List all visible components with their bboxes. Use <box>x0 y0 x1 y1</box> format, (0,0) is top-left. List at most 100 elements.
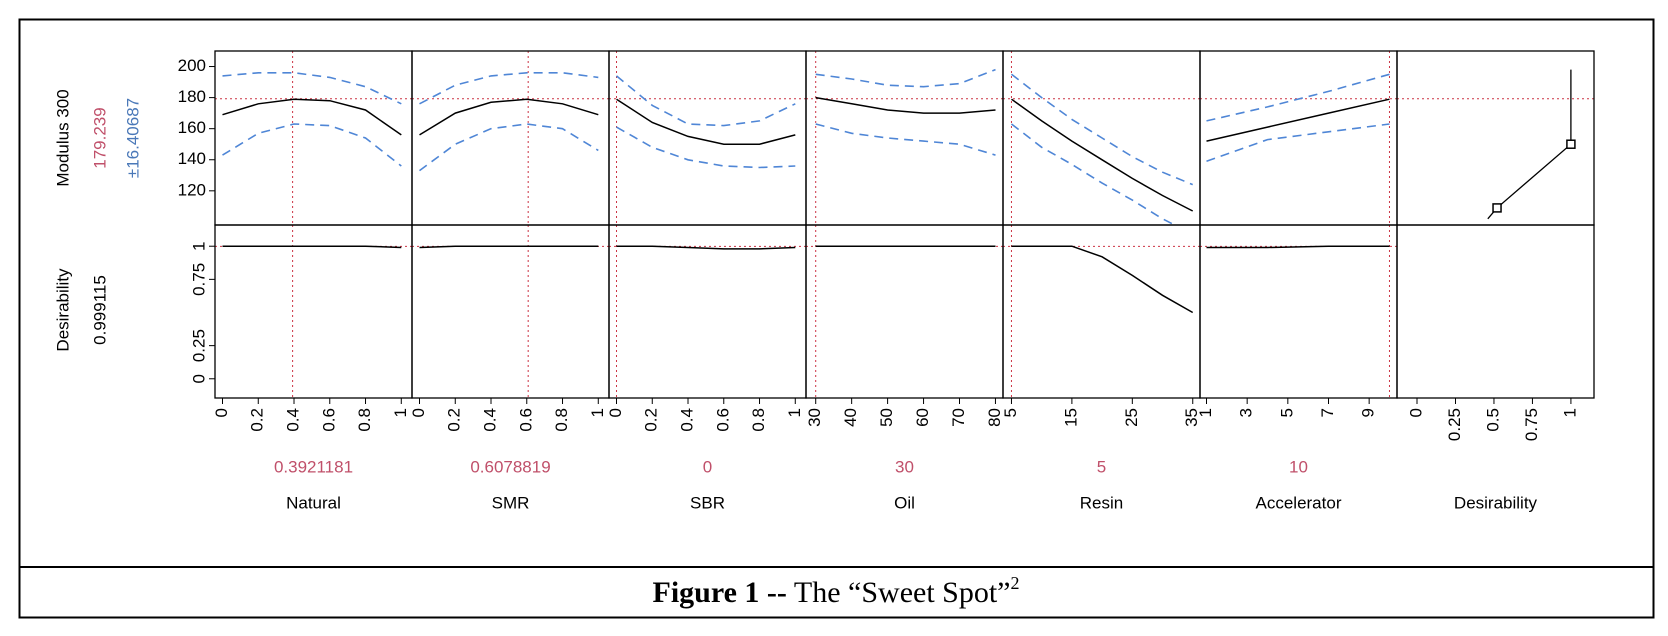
panel-frame <box>608 50 807 226</box>
x-tick-label: 0.6 <box>319 408 338 432</box>
panel-top <box>1200 51 1397 225</box>
x-tick-label: 0.6 <box>713 408 732 432</box>
factor-name: Resin <box>1080 493 1123 512</box>
x-tick-label: 60 <box>913 408 932 427</box>
panel-frame <box>608 224 807 399</box>
x-tick-label: 25 <box>1122 408 1141 427</box>
response-current: 179.239 <box>90 107 109 168</box>
factor-name: Oil <box>894 493 915 512</box>
confidence-band <box>616 126 796 169</box>
response-curve <box>616 98 796 145</box>
x-tick-label: 1 <box>1196 408 1215 417</box>
x-tick-label: 0.4 <box>480 408 499 432</box>
x-tick-label: 0.75 <box>1522 408 1541 441</box>
response-interval: ±16.40687 <box>123 98 142 178</box>
x-tick-label: 5 <box>1277 408 1296 417</box>
x-tick-label: 0 <box>1406 408 1425 417</box>
confidence-band <box>222 123 402 167</box>
confidence-band <box>815 68 996 88</box>
panel-top <box>215 51 412 225</box>
x-tick-label: 0 <box>606 408 625 417</box>
panel-frame <box>1396 224 1595 399</box>
x-tick-label: 7 <box>1318 408 1337 417</box>
y-tick-label: 180 <box>178 87 206 106</box>
x-tick-label: 0.5 <box>1483 408 1502 432</box>
factor-current: 0.3921181 <box>274 457 353 476</box>
desirability-curve <box>419 245 599 249</box>
panel-bottom <box>412 225 609 398</box>
response-curve <box>1011 98 1194 212</box>
figure-frame <box>18 18 1655 619</box>
panel-frame <box>214 224 413 399</box>
y-tick-label: 200 <box>178 56 206 75</box>
x-tick-label: 0 <box>212 408 231 417</box>
x-tick-label: 1 <box>785 408 804 417</box>
panel-frame <box>1002 224 1201 399</box>
x-tick-label: 0.25 <box>1445 408 1464 441</box>
factor-current: 10 <box>1289 457 1308 476</box>
desirability-curve <box>1206 245 1390 249</box>
panel-frame <box>1199 224 1398 399</box>
x-tick-label: 0.4 <box>283 408 302 432</box>
factor-name: Desirability <box>1454 493 1538 512</box>
panel-frame <box>411 224 610 399</box>
x-tick-label: 80 <box>985 408 1004 427</box>
confidence-band <box>419 72 599 105</box>
panel-top <box>806 51 1003 225</box>
x-tick-label: 0.2 <box>248 408 267 432</box>
x-tick-label: 1 <box>588 408 607 417</box>
y-tick-label: 0 <box>189 374 208 383</box>
confidence-band <box>815 123 996 156</box>
factor-name: Natural <box>286 493 341 512</box>
x-tick-label: 0.8 <box>355 408 374 432</box>
panel-bottom <box>609 225 806 398</box>
x-tick-label: 1 <box>391 408 410 417</box>
x-tick-label: 9 <box>1359 408 1378 417</box>
factor-name: SBR <box>690 493 725 512</box>
y-tick-label: 160 <box>178 118 206 137</box>
desirability-handle <box>1492 203 1502 213</box>
desirability-function <box>1487 69 1572 220</box>
panel-bottom <box>215 225 412 398</box>
panel-bottom <box>806 225 1003 398</box>
panel-frame <box>1396 50 1595 226</box>
y-tick-label: 0.75 <box>189 263 208 296</box>
confidence-band <box>1011 73 1194 186</box>
x-tick-label: 70 <box>949 408 968 427</box>
panel-frame <box>805 224 1004 399</box>
factor-current: 5 <box>1097 457 1106 476</box>
desirability-curve <box>616 245 796 250</box>
panel-top <box>609 51 806 225</box>
response-curve <box>222 98 402 136</box>
x-tick-label: 0.4 <box>677 408 696 432</box>
panel-bottom <box>1200 225 1397 398</box>
x-tick-label: 0.2 <box>642 408 661 432</box>
confidence-band <box>222 72 402 105</box>
panel-bottom <box>1003 225 1200 398</box>
y-tick-label: 140 <box>178 149 206 168</box>
x-tick-label: 50 <box>877 408 896 427</box>
response-name: Modulus 300 <box>53 89 72 186</box>
confidence-band <box>419 123 599 172</box>
desirability-curve <box>222 245 402 249</box>
panel-top <box>412 51 609 225</box>
response-curve <box>419 98 599 136</box>
x-tick-label: 1 <box>1560 408 1579 417</box>
confidence-band <box>1206 123 1390 163</box>
x-tick-label: 0 <box>409 408 428 417</box>
desirability-name: Desirability <box>53 268 72 352</box>
caption-label: Figure 1 -- <box>653 576 787 609</box>
x-tick-label: 5 <box>1001 408 1020 417</box>
panel-frame <box>1199 50 1398 226</box>
confidence-band <box>1206 73 1390 122</box>
x-tick-label: 0.6 <box>516 408 535 432</box>
confidence-band <box>615 75 796 127</box>
caption-text: The “Sweet Spot” <box>794 576 1011 609</box>
caption-footnote: 2 <box>1011 573 1020 593</box>
response-curve <box>815 96 996 114</box>
x-tick-label: 40 <box>841 408 860 427</box>
x-tick-label: 0.8 <box>552 408 571 432</box>
panel-frame <box>411 50 610 226</box>
response-curve <box>1206 98 1390 142</box>
caption: Figure 1 -- The “Sweet Spot”2 <box>653 573 1020 609</box>
